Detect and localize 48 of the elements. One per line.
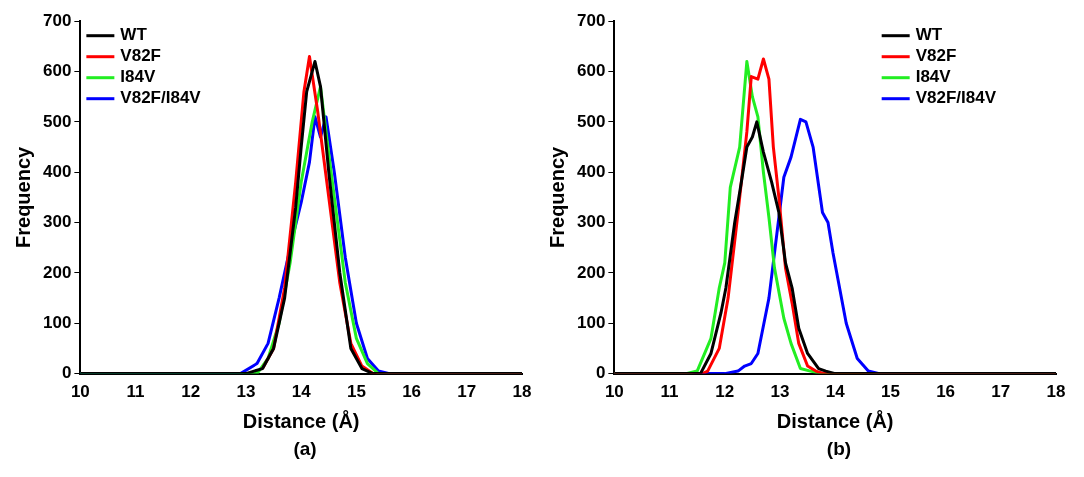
- x-tick-label: 15: [880, 382, 900, 402]
- x-tick-label: 15: [346, 382, 366, 402]
- x-tick-label: 13: [236, 382, 256, 402]
- x-tick-label: 10: [604, 382, 624, 402]
- y-tick-label: 100: [42, 312, 72, 332]
- y-tick-label: 0: [61, 363, 72, 383]
- x-tick-label: 16: [402, 382, 422, 402]
- text: (a): [292, 438, 318, 460]
- legend-label: I84V: [120, 67, 156, 87]
- y-tick-label: 400: [42, 161, 72, 181]
- x-tick-label: 12: [715, 382, 735, 402]
- y-tick-label: 700: [42, 10, 72, 30]
- y-axis-title: Frequency: [11, 145, 34, 248]
- legend-label: WT: [915, 25, 943, 45]
- y-tick-label: 500: [576, 111, 606, 131]
- x-tick-label: 13: [770, 382, 790, 402]
- y-tick-label: 300: [42, 212, 72, 232]
- x-tick-label: 14: [825, 382, 846, 402]
- x-axis-title: Distance (Å): [242, 408, 360, 432]
- y-tick-label: 200: [576, 262, 606, 282]
- y-tick-label: 100: [576, 312, 606, 332]
- legend-label: V82F: [120, 46, 161, 66]
- x-tick-label: 14: [291, 382, 312, 402]
- x-tick-label: 12: [181, 382, 201, 402]
- y-tick-label: 600: [42, 61, 72, 81]
- x-tick-label: 10: [70, 382, 90, 402]
- y-tick-label: 600: [576, 61, 606, 81]
- y-tick-label: 300: [576, 212, 606, 232]
- legend-label: V82F/I84V: [915, 88, 997, 108]
- x-tick-label: 17: [457, 382, 477, 402]
- x-tick-label: 18: [1046, 382, 1066, 402]
- x-tick-label: 17: [991, 382, 1011, 402]
- y-axis-title: Frequency: [545, 145, 568, 248]
- y-tick-label: 500: [42, 111, 72, 131]
- y-tick-label: 0: [595, 363, 606, 383]
- x-tick-label: 11: [660, 382, 679, 402]
- legend-label: V82F/I84V: [120, 88, 202, 108]
- x-tick-label: 18: [512, 382, 532, 402]
- y-tick-label: 400: [576, 161, 606, 181]
- text: (b): [825, 438, 853, 460]
- y-tick-label: 700: [576, 10, 606, 30]
- x-tick-label: 11: [126, 382, 145, 402]
- legend-label: WT: [120, 25, 148, 45]
- legend-label: I84V: [915, 67, 952, 87]
- x-axis-title: Distance (Å): [776, 408, 894, 432]
- x-tick-label: 16: [936, 382, 956, 402]
- legend-label: V82F: [915, 46, 957, 66]
- y-tick-label: 200: [42, 262, 72, 282]
